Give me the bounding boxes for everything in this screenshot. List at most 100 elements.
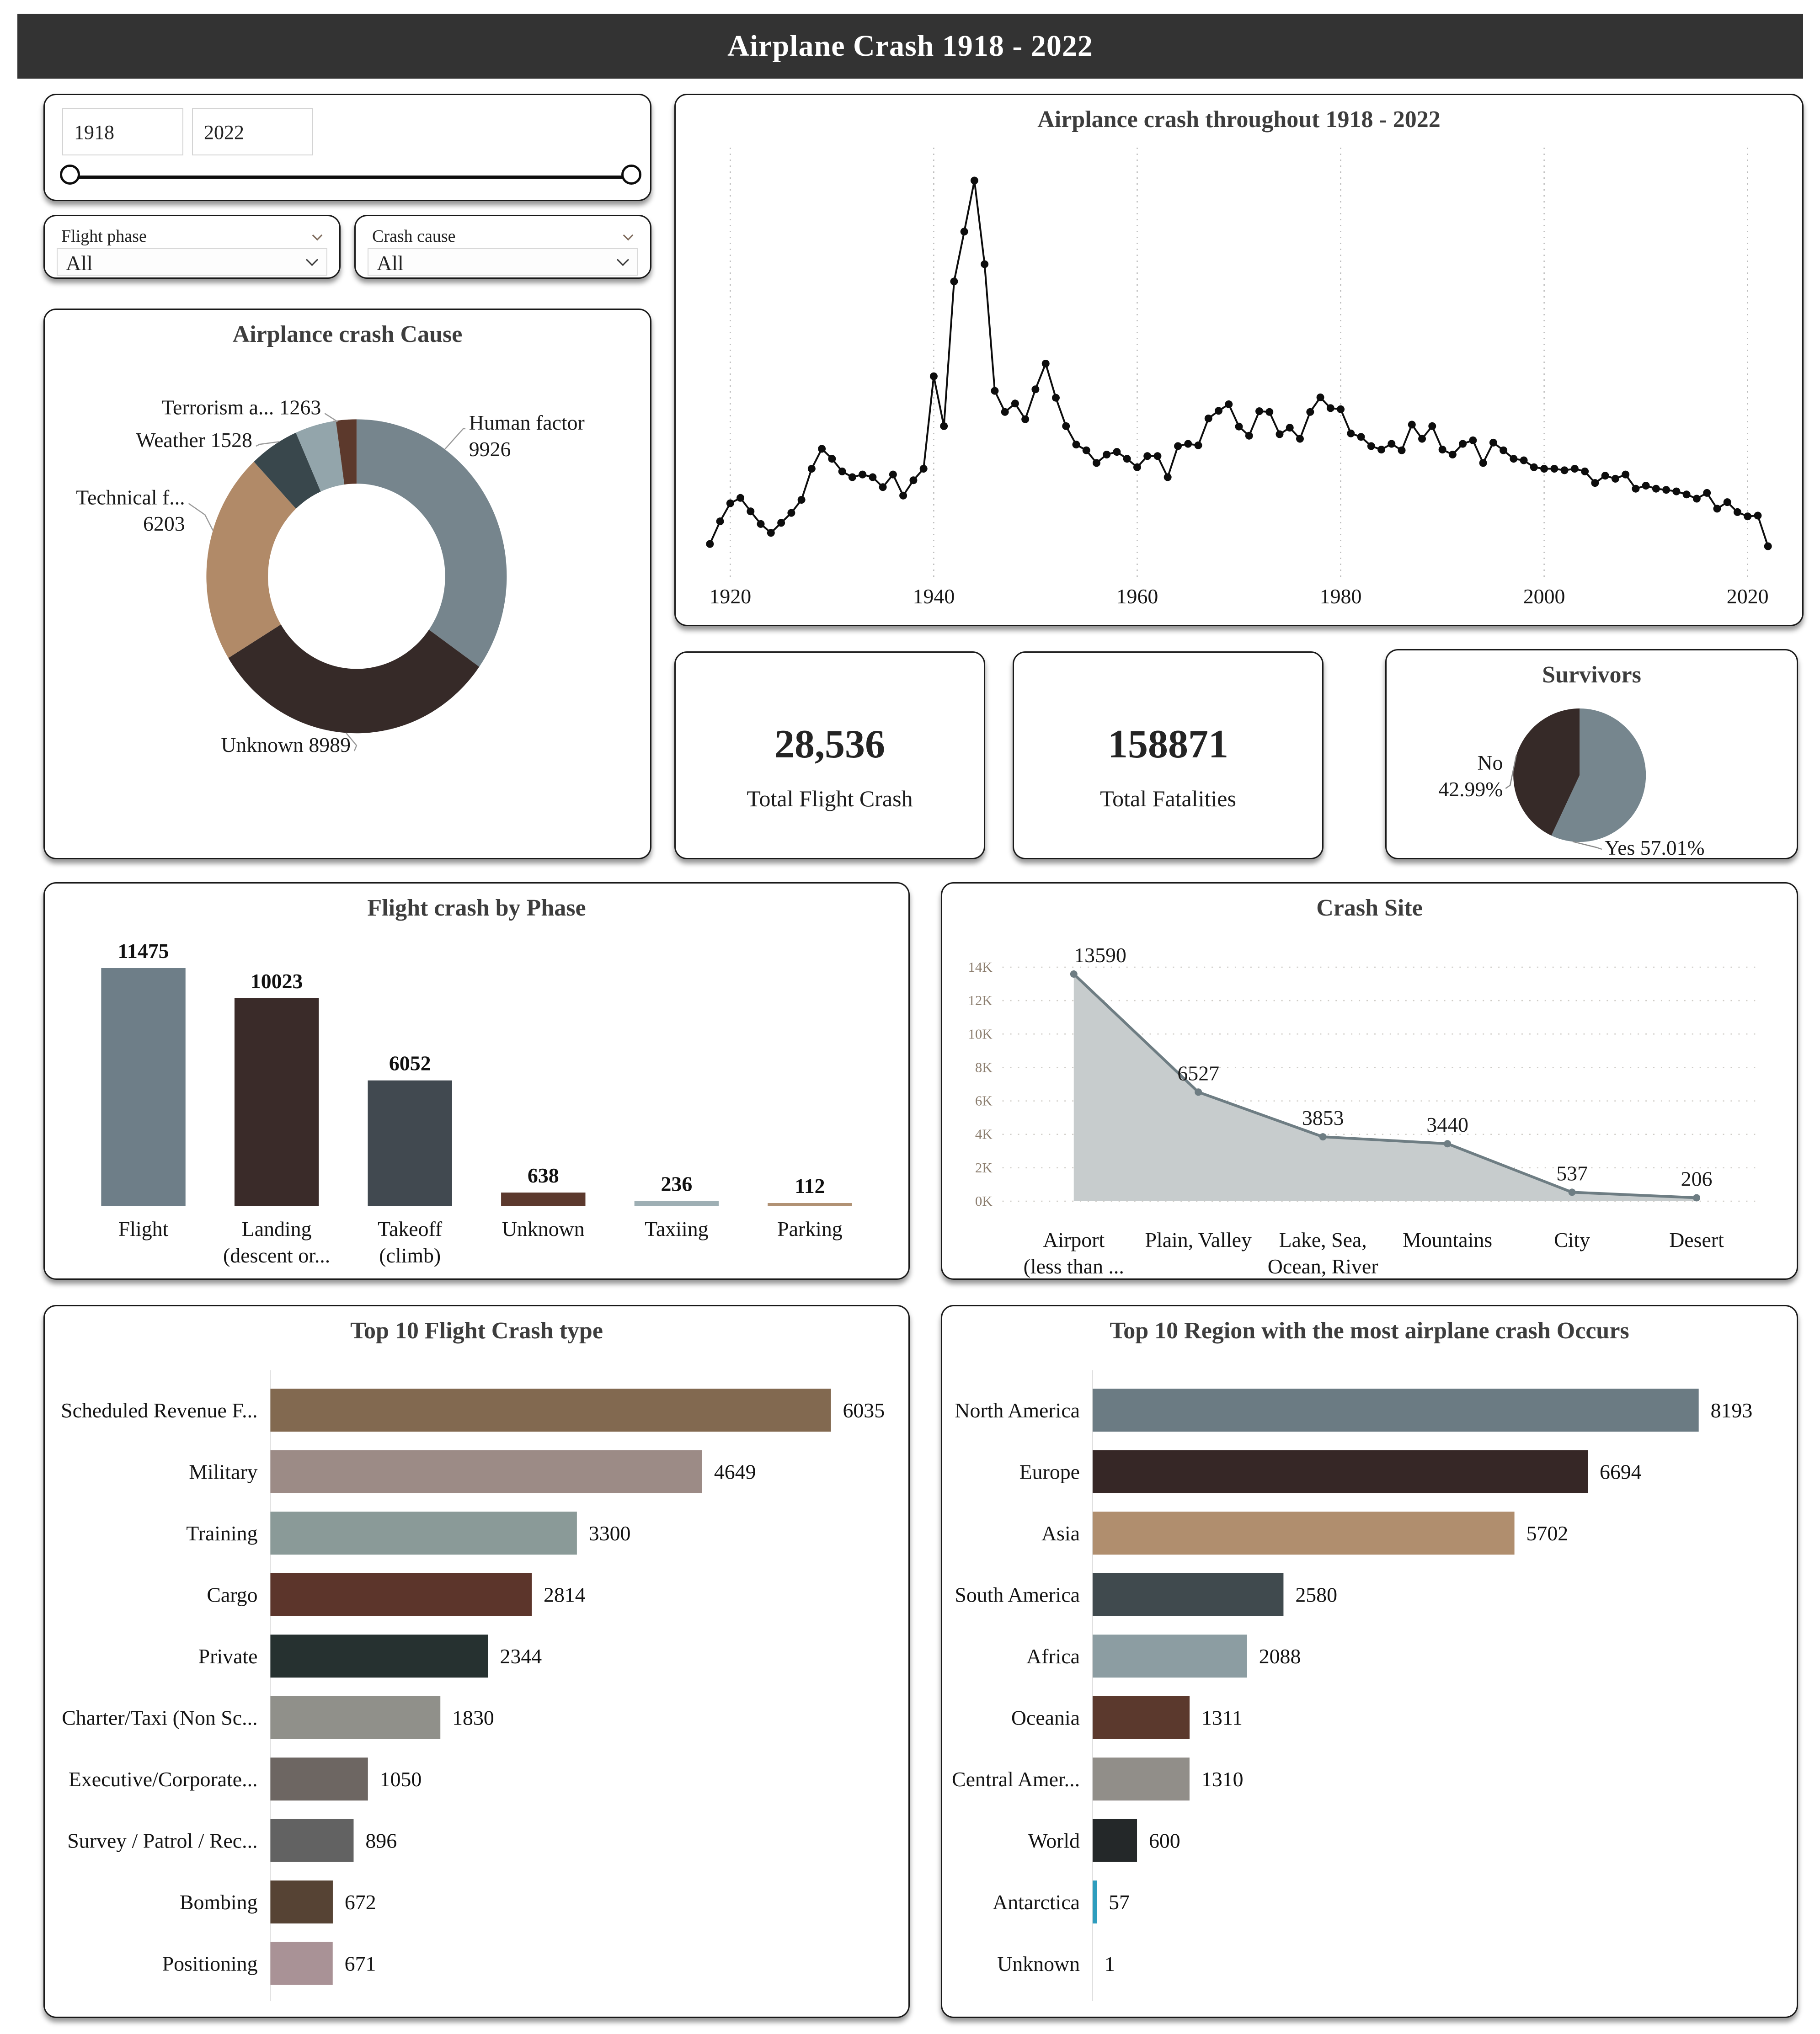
point-2001[interactable] [1550, 465, 1558, 473]
point-1969[interactable] [1225, 400, 1233, 408]
point-1957[interactable] [1103, 451, 1111, 458]
region-bar-chart[interactable]: North America 8193 Europe 6694 Asia 5702 South… [942, 1354, 1797, 2017]
point-2002[interactable] [1560, 466, 1569, 474]
slice-other[interactable] [336, 419, 357, 485]
point-1937[interactable] [899, 491, 907, 500]
crash-site-area-chart[interactable]: 0K 2K 4K 6K 8K 10K 12K 14K 13590 Airport (less tha… [942, 927, 1797, 1279]
point-1967[interactable] [1204, 415, 1212, 422]
bar-North America[interactable] [1092, 1389, 1699, 1432]
point-1940[interactable] [929, 372, 938, 380]
point-1959[interactable] [1123, 455, 1131, 463]
bar-World[interactable] [1092, 1819, 1137, 1862]
bar-Takeoff[interactable] [368, 1080, 452, 1206]
point-1939[interactable] [919, 465, 928, 473]
point-1929[interactable] [818, 445, 826, 453]
point-2016[interactable] [1703, 489, 1711, 497]
point-1921[interactable] [737, 494, 745, 502]
point-1955[interactable] [1082, 446, 1090, 454]
point-2000[interactable] [1540, 465, 1548, 473]
point-1956[interactable] [1092, 459, 1100, 467]
point-1978[interactable] [1316, 393, 1324, 401]
bar-Cargo[interactable] [270, 1573, 532, 1616]
point-1927[interactable] [797, 496, 806, 504]
year-max-input[interactable]: 2022 [192, 108, 313, 155]
point-1983[interactable] [1367, 442, 1375, 450]
point-1945[interactable] [981, 260, 989, 268]
survivors-pie-chart[interactable]: Yes 57.01% No 42.99% [1387, 694, 1797, 858]
point-1962[interactable] [1153, 452, 1162, 460]
slice-Terrorism a...[interactable] [296, 421, 345, 492]
point-1968[interactable] [1215, 407, 1222, 415]
point-1984[interactable] [1377, 446, 1386, 454]
year-min-input[interactable]: 1918 [62, 108, 183, 155]
point-2022[interactable] [1764, 542, 1772, 550]
point-2019[interactable] [1733, 508, 1741, 516]
point-1949[interactable] [1021, 415, 1030, 423]
point-1932[interactable] [848, 473, 856, 481]
point-1941[interactable] [940, 422, 948, 430]
bar-Antarctica[interactable] [1092, 1880, 1097, 1924]
bar-Taxiing[interactable] [634, 1201, 719, 1206]
bar-Parking[interactable] [768, 1203, 852, 1206]
bar-Europe[interactable] [1092, 1450, 1588, 1493]
point-1934[interactable] [869, 473, 877, 481]
point-1938[interactable] [909, 476, 918, 485]
point-1950[interactable] [1031, 385, 1040, 394]
point-1930[interactable] [828, 455, 836, 463]
point-1999[interactable] [1530, 463, 1538, 471]
point-1987[interactable] [1408, 421, 1416, 429]
point-1947[interactable] [1001, 408, 1009, 416]
point-1935[interactable] [879, 483, 887, 491]
point-1926[interactable] [787, 509, 795, 517]
year-range-slider-track[interactable] [70, 176, 631, 179]
point-2008[interactable] [1622, 470, 1630, 479]
point-1922[interactable] [747, 507, 755, 516]
point-1997[interactable] [1510, 455, 1518, 463]
crash-type-bar-chart[interactable]: Scheduled Revenue F... 6035 Military 4649 Tr… [45, 1354, 908, 2017]
point-Airport[interactable] [1070, 970, 1078, 978]
point-2007[interactable] [1611, 474, 1619, 483]
point-1960[interactable] [1133, 463, 1141, 471]
point-1933[interactable] [859, 470, 867, 479]
slice-Weather[interactable] [254, 432, 321, 509]
point-2006[interactable] [1601, 472, 1609, 480]
point-1952[interactable] [1051, 394, 1060, 402]
point-2021[interactable] [1754, 511, 1762, 520]
point-1988[interactable] [1418, 435, 1426, 443]
point-Mountains[interactable] [1444, 1140, 1452, 1148]
point-1919[interactable] [716, 517, 724, 526]
bar-Oceania[interactable] [1092, 1696, 1190, 1739]
point-1973[interactable] [1265, 408, 1274, 416]
point-Plain, Valley[interactable] [1195, 1088, 1202, 1096]
point-2015[interactable] [1692, 495, 1701, 503]
point-2009[interactable] [1632, 485, 1640, 493]
point-City[interactable] [1568, 1188, 1576, 1196]
bar-Unknown[interactable] [501, 1193, 586, 1206]
line-series[interactable] [709, 180, 1769, 547]
point-1943[interactable] [960, 228, 968, 236]
point-1980[interactable] [1337, 405, 1345, 413]
point-1994[interactable] [1479, 459, 1487, 467]
slice-Unknown[interactable] [228, 624, 480, 734]
point-1990[interactable] [1438, 446, 1446, 454]
point-1965[interactable] [1184, 440, 1192, 448]
bar-Private[interactable] [270, 1635, 488, 1678]
point-1928[interactable] [807, 465, 816, 473]
point-1976[interactable] [1296, 435, 1304, 443]
point-1920[interactable] [726, 499, 734, 507]
point-1986[interactable] [1398, 446, 1406, 454]
point-1974[interactable] [1276, 430, 1284, 438]
point-1971[interactable] [1245, 431, 1253, 440]
point-1996[interactable] [1500, 446, 1508, 454]
bar-Positioning[interactable] [270, 1942, 333, 1985]
point-2014[interactable] [1682, 490, 1691, 499]
point-1953[interactable] [1062, 422, 1070, 430]
slice-Technical f...[interactable] [206, 462, 296, 658]
bar-Military[interactable] [270, 1450, 702, 1493]
point-1985[interactable] [1388, 440, 1396, 448]
slice-Yes[interactable] [1551, 708, 1646, 842]
point-1977[interactable] [1306, 408, 1314, 416]
point-1995[interactable] [1489, 438, 1497, 447]
point-1924[interactable] [767, 529, 775, 537]
point-1944[interactable] [970, 176, 978, 185]
